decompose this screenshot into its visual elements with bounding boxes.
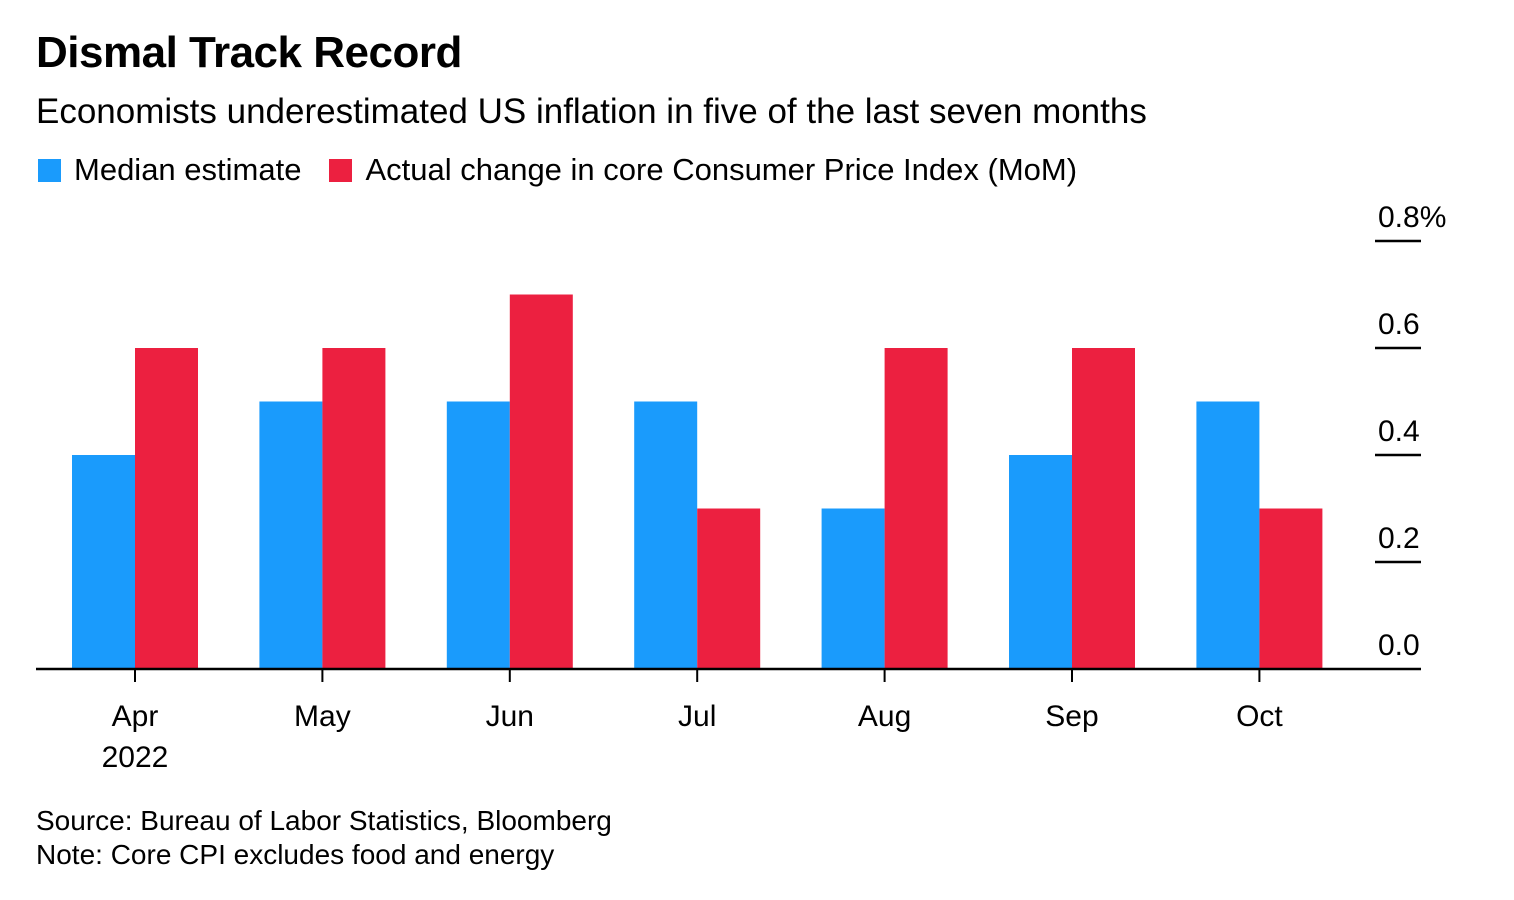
bar-actual-jun: [509, 294, 573, 669]
bar-median-sep: [1009, 455, 1072, 669]
legend-label-actual: Actual change in core Consumer Price Ind…: [365, 152, 1078, 187]
bar-actual-may: [322, 348, 386, 669]
x-tick-label-may: May: [294, 700, 351, 733]
footnote: Note: Core CPI excludes food and energy: [36, 839, 555, 870]
legend-swatch-actual: [329, 158, 353, 182]
bar-median-may: [259, 401, 323, 669]
bar-median-aug: [821, 508, 885, 669]
bar-actual-apr: [135, 348, 198, 669]
x-tick-label-jun: Jun: [486, 700, 534, 733]
y-tick-label-3: 0.6: [1378, 308, 1420, 341]
x-tick-sublabel-year: 2022: [102, 741, 169, 774]
bar-actual-jul: [697, 508, 761, 669]
bar-median-oct: [1196, 401, 1260, 669]
legend: Median estimate Actual change in core Co…: [38, 152, 1105, 188]
y-tick-label-4: 0.8%: [1378, 201, 1446, 234]
legend-item-actual: Actual change in core Consumer Price Ind…: [329, 152, 1077, 188]
chart-subtitle: Economists underestimated US inflation i…: [36, 92, 1147, 131]
x-tick-label-sep: Sep: [1045, 700, 1098, 733]
legend-swatch-median: [38, 158, 61, 182]
y-tick-label-2: 0.4: [1378, 415, 1420, 448]
bar-actual-sep: [1072, 348, 1135, 669]
bar-median-apr: [72, 455, 135, 669]
x-tick-label-jul: Jul: [678, 700, 716, 733]
chart-title: Dismal Track Record: [36, 28, 462, 77]
legend-label-median: Median estimate: [74, 152, 302, 187]
bar-actual-aug: [884, 348, 948, 669]
bar-median-jun: [446, 401, 510, 669]
chart-footer: Source: Bureau of Labor Statistics, Bloo…: [36, 804, 612, 872]
x-tick-label-oct: Oct: [1236, 700, 1283, 733]
bar-actual-oct: [1259, 508, 1323, 669]
source-note: Source: Bureau of Labor Statistics, Bloo…: [36, 805, 612, 836]
x-tick-label-apr: Apr: [112, 700, 159, 733]
bar-median-jul: [634, 401, 698, 669]
y-tick-label-0: 0.0: [1378, 629, 1420, 662]
x-tick-label-aug: Aug: [858, 700, 911, 733]
y-tick-label-1: 0.2: [1378, 522, 1420, 555]
legend-item-median: Median estimate: [38, 152, 301, 188]
